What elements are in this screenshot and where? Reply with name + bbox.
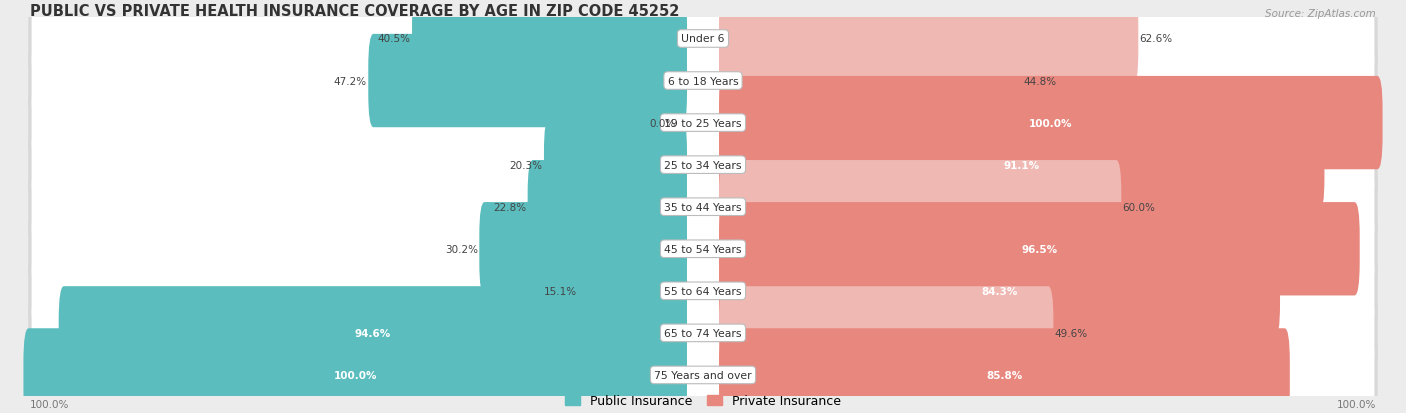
FancyBboxPatch shape	[31, 218, 1375, 280]
Text: 100.0%: 100.0%	[1336, 399, 1375, 409]
Text: 0.0%: 0.0%	[650, 118, 675, 128]
Text: Under 6: Under 6	[682, 34, 724, 44]
Text: 35 to 44 Years: 35 to 44 Years	[664, 202, 742, 212]
FancyBboxPatch shape	[527, 161, 688, 254]
Text: Source: ZipAtlas.com: Source: ZipAtlas.com	[1265, 9, 1375, 19]
Text: 84.3%: 84.3%	[981, 286, 1018, 296]
FancyBboxPatch shape	[28, 342, 1378, 408]
FancyBboxPatch shape	[544, 119, 688, 212]
FancyBboxPatch shape	[28, 174, 1378, 240]
FancyBboxPatch shape	[28, 300, 1378, 366]
FancyBboxPatch shape	[28, 49, 1378, 114]
FancyBboxPatch shape	[718, 244, 1279, 338]
Text: 20.3%: 20.3%	[509, 160, 543, 170]
Text: 55 to 64 Years: 55 to 64 Years	[664, 286, 742, 296]
Text: 15.1%: 15.1%	[544, 286, 576, 296]
Text: 25 to 34 Years: 25 to 34 Years	[664, 160, 742, 170]
Text: 30.2%: 30.2%	[446, 244, 478, 254]
Text: 44.8%: 44.8%	[1024, 76, 1056, 86]
Text: 45 to 54 Years: 45 to 54 Years	[664, 244, 742, 254]
FancyBboxPatch shape	[28, 7, 1378, 72]
FancyBboxPatch shape	[28, 216, 1378, 282]
FancyBboxPatch shape	[578, 244, 688, 338]
Text: 22.8%: 22.8%	[494, 202, 526, 212]
FancyBboxPatch shape	[412, 0, 688, 86]
FancyBboxPatch shape	[31, 260, 1375, 322]
Text: 85.8%: 85.8%	[986, 370, 1022, 380]
FancyBboxPatch shape	[31, 50, 1375, 112]
Text: 49.6%: 49.6%	[1054, 328, 1088, 338]
FancyBboxPatch shape	[31, 92, 1375, 154]
FancyBboxPatch shape	[31, 344, 1375, 406]
FancyBboxPatch shape	[31, 302, 1375, 364]
FancyBboxPatch shape	[31, 176, 1375, 238]
Text: 40.5%: 40.5%	[378, 34, 411, 44]
FancyBboxPatch shape	[31, 8, 1375, 71]
FancyBboxPatch shape	[718, 161, 1122, 254]
FancyBboxPatch shape	[28, 133, 1378, 198]
Text: 65 to 74 Years: 65 to 74 Years	[664, 328, 742, 338]
Text: 19 to 25 Years: 19 to 25 Years	[664, 118, 742, 128]
FancyBboxPatch shape	[59, 287, 688, 380]
FancyBboxPatch shape	[718, 119, 1324, 212]
FancyBboxPatch shape	[718, 77, 1382, 170]
Text: 94.6%: 94.6%	[354, 328, 391, 338]
Text: 75 Years and over: 75 Years and over	[654, 370, 752, 380]
FancyBboxPatch shape	[368, 35, 688, 128]
FancyBboxPatch shape	[718, 287, 1053, 380]
Text: 6 to 18 Years: 6 to 18 Years	[668, 76, 738, 86]
Text: 100.0%: 100.0%	[31, 399, 70, 409]
FancyBboxPatch shape	[28, 259, 1378, 324]
Text: 100.0%: 100.0%	[333, 370, 377, 380]
FancyBboxPatch shape	[718, 0, 1139, 86]
Legend: Public Insurance, Private Insurance: Public Insurance, Private Insurance	[560, 389, 846, 413]
FancyBboxPatch shape	[24, 328, 688, 413]
Text: 60.0%: 60.0%	[1122, 202, 1156, 212]
Text: 91.1%: 91.1%	[1004, 160, 1040, 170]
Text: 100.0%: 100.0%	[1029, 118, 1073, 128]
Text: 47.2%: 47.2%	[333, 76, 367, 86]
FancyBboxPatch shape	[718, 35, 1022, 128]
FancyBboxPatch shape	[718, 328, 1289, 413]
FancyBboxPatch shape	[31, 134, 1375, 196]
Text: 96.5%: 96.5%	[1021, 244, 1057, 254]
Text: PUBLIC VS PRIVATE HEALTH INSURANCE COVERAGE BY AGE IN ZIP CODE 45252: PUBLIC VS PRIVATE HEALTH INSURANCE COVER…	[31, 4, 679, 19]
FancyBboxPatch shape	[479, 203, 688, 296]
FancyBboxPatch shape	[28, 90, 1378, 156]
FancyBboxPatch shape	[718, 203, 1360, 296]
Text: 62.6%: 62.6%	[1140, 34, 1173, 44]
